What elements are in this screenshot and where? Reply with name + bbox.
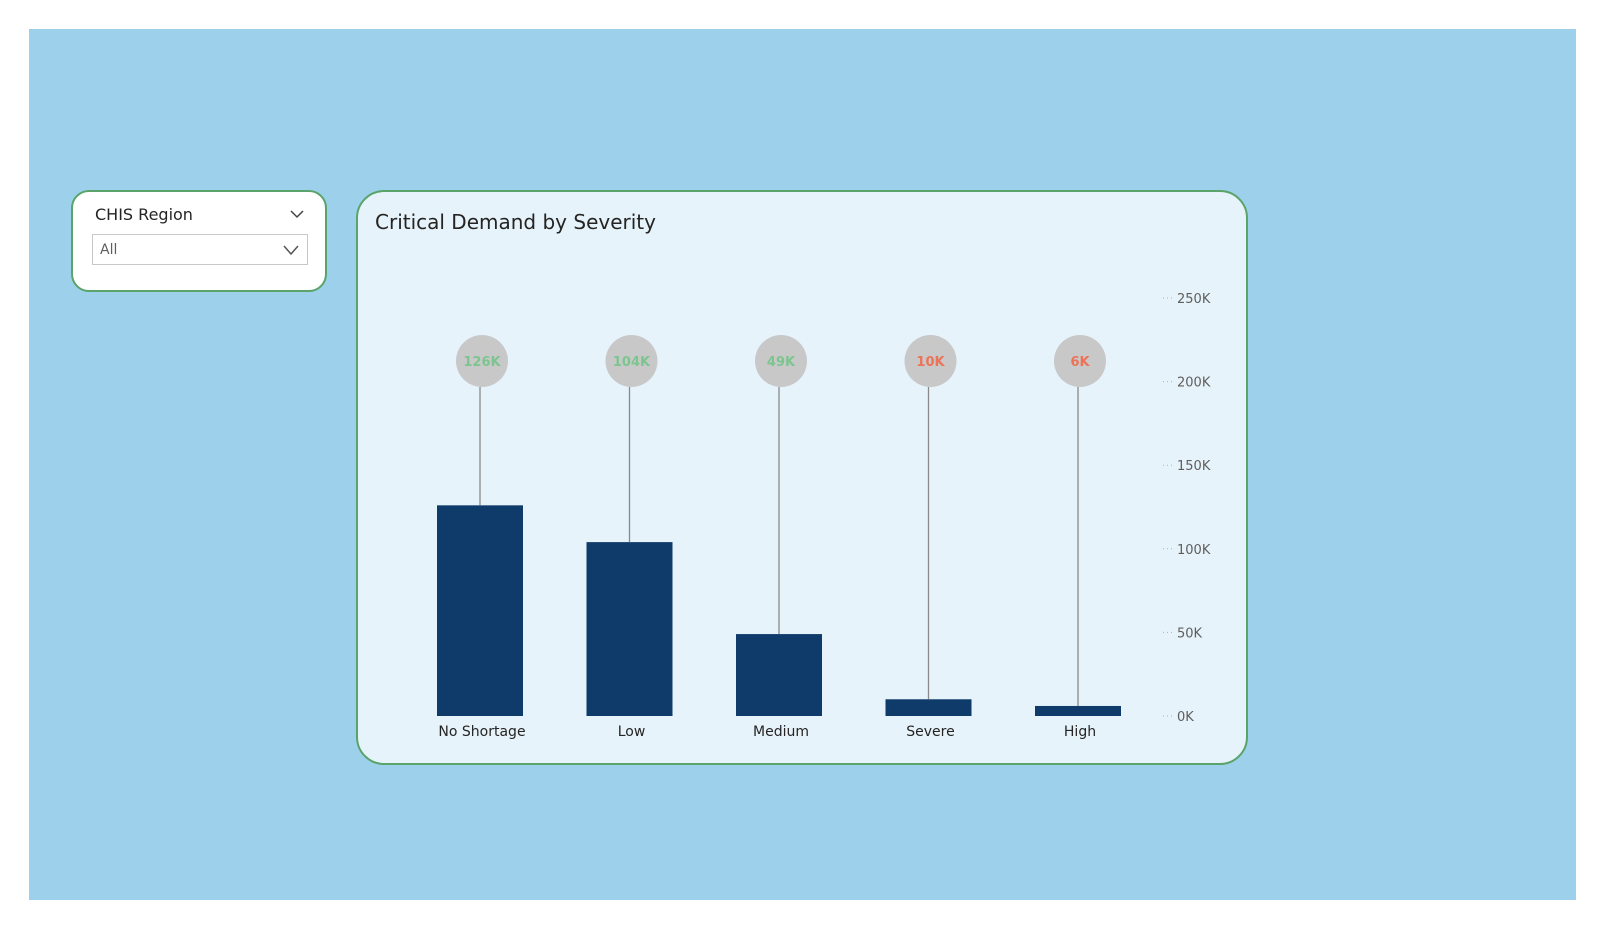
category-label: No Shortage bbox=[438, 724, 525, 740]
y-tick-label: 150K bbox=[1177, 459, 1211, 474]
chevron-down-icon[interactable] bbox=[282, 242, 300, 258]
value-bubble bbox=[605, 335, 658, 387]
chis-region-slicer[interactable]: CHIS Region All bbox=[71, 190, 327, 292]
value-bubble bbox=[755, 335, 807, 387]
y-tick-label: 100K bbox=[1177, 543, 1211, 558]
bar bbox=[586, 542, 673, 716]
bar-chart: 0K 50K 100K 150K 200K 250K 126K No Shortage 104K… bbox=[437, 292, 1211, 740]
bar bbox=[437, 505, 523, 716]
data-label: 10K bbox=[916, 355, 945, 370]
chart-title: Critical Demand by Severity bbox=[375, 210, 656, 234]
data-label: 6K bbox=[1070, 355, 1090, 370]
bar bbox=[885, 699, 972, 716]
value-bubble bbox=[904, 335, 957, 387]
value-bubble bbox=[456, 335, 508, 387]
y-tick-label: 50K bbox=[1177, 626, 1203, 641]
value-bubble bbox=[1054, 335, 1106, 387]
slicer-title: CHIS Region bbox=[95, 205, 193, 224]
data-label: 126K bbox=[463, 355, 501, 370]
category-label: High bbox=[1064, 724, 1096, 740]
y-tick-label: 250K bbox=[1177, 292, 1211, 307]
category-label: Severe bbox=[906, 724, 954, 740]
bar bbox=[736, 634, 822, 716]
chevron-down-icon[interactable] bbox=[289, 206, 305, 222]
data-label: 49K bbox=[767, 355, 796, 370]
category-label: Low bbox=[618, 724, 646, 740]
bar bbox=[1035, 705, 1121, 716]
category-label: Medium bbox=[753, 724, 809, 740]
y-tick-label: 200K bbox=[1177, 376, 1211, 391]
region-dropdown-value: All bbox=[100, 242, 118, 258]
region-dropdown[interactable]: All bbox=[92, 234, 308, 265]
critical-demand-chart-card: Critical Demand by Severity 0K 50K 100K 150… bbox=[356, 190, 1248, 765]
y-tick-label: 0K bbox=[1177, 710, 1194, 725]
data-label: 104K bbox=[613, 355, 651, 370]
